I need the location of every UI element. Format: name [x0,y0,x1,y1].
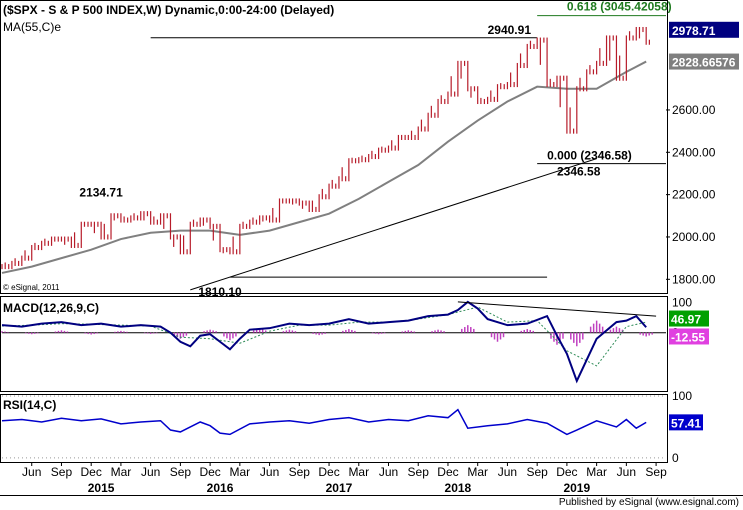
macd-panel-frame [0,296,668,392]
annotation-2134-71: 2134.71 [79,185,123,199]
x-tick-label: Jun [617,465,636,479]
x-tick-label: Dec [437,465,458,479]
x-tick-label: Mar [348,465,369,479]
macd-last-value-label: -12.55 [671,330,705,344]
x-tick-label: Sep [170,465,192,479]
macd-signal-line [1,306,647,367]
price-y-tick-label: 2000.00 [672,230,716,244]
x-tick-label: Sep [51,465,73,479]
rsi-panel-frame [0,394,668,463]
rsi-line [1,408,647,436]
x-tick-label: Mar [467,465,488,479]
x-tick-label: Mar [230,465,251,479]
annotation-1810-10: 1810.10 [198,285,242,299]
x-tick-label: Sep [526,465,548,479]
x-year-label: 2019 [563,481,590,495]
annotation-2346-58: 2346.58 [557,165,601,179]
macd-last-value-label: 46.97 [671,313,701,327]
chart-title: ($SPX - S & P 500 INDEX,W) Dynamic,0:00-… [3,3,334,17]
x-tick-label: Jun [141,465,160,479]
x-tick-label: Sep [289,465,311,479]
annotation-fib-000: 0.000 (2346.58) [547,149,632,163]
rsi-last-value-label: 57.41 [671,416,701,430]
rsi-panel: 100 0 57.41 [1,389,703,465]
copyright-text: © eSignal, 2011 [3,283,60,292]
x-year-label: 2015 [88,481,115,495]
rsi-last-value-tag [669,414,703,431]
ma-line [1,60,647,274]
annotation-2940-91: 2940.91 [488,23,532,37]
x-tick-label: Mar [111,465,132,479]
x-tick-label: Mar [586,465,607,479]
annotation-fib-618: 0.618 (3045.42058) [567,0,672,14]
x-year-label: 2017 [326,481,353,495]
x-tick-label: Sep [408,465,430,479]
last-value-tag [669,21,739,38]
price-panel-frame [0,0,668,294]
x-tick-label: Jun [379,465,398,479]
footer-credit: Published by eSignal (www.esignal.com) [558,497,739,508]
macd-last-value-tag [669,328,709,345]
ma-legend: MA(55,C)e [3,20,61,34]
x-tick-label: Jun [260,465,279,479]
rsi-y-tick-label: 0 [672,451,679,465]
x-tick-label: Dec [199,465,220,479]
macd-line [1,300,647,384]
x-tick-label: Jun [498,465,517,479]
x-tick-label: Jun [22,465,41,479]
x-tick-label: Sep [645,465,667,479]
macd-last-value-tag [669,310,709,327]
last-value-label: 2978.71 [672,24,716,38]
price-panel: 1800.00 2000.00 2200.00 2400.00 2600.00 2940.… [1,0,739,299]
last-value-tag [669,53,739,70]
x-tick-label: Dec [556,465,577,479]
rsi-y-tick-label: 100 [672,389,692,403]
x-year-label: 2016 [207,481,234,495]
x-year-label: 2018 [445,481,472,495]
x-tick-label: Dec [318,465,339,479]
macd-trendline [457,301,657,317]
x-tick-label: Dec [81,465,102,479]
last-value-label: 2828.66576 [672,56,736,70]
macd-panel: 100046.97-12.55 [1,296,709,384]
price-trendline [190,158,597,291]
macd-title: MACD(12,26,9,C) [3,301,99,315]
x-axis: Jun Sep Dec Mar Jun Sep Dec Mar Jun Sep Dec Mar Jun S… [22,462,667,495]
rsi-title: RSI(14,C) [3,398,56,412]
price-y-tick-label: 2200.00 [672,188,716,202]
macd-y-tick-label: 100 [672,296,692,310]
price-y-tick-label: 2400.00 [672,145,716,159]
price-y-tick-label: 1800.00 [672,272,716,286]
price-y-tick-label: 2600.00 [672,103,716,117]
